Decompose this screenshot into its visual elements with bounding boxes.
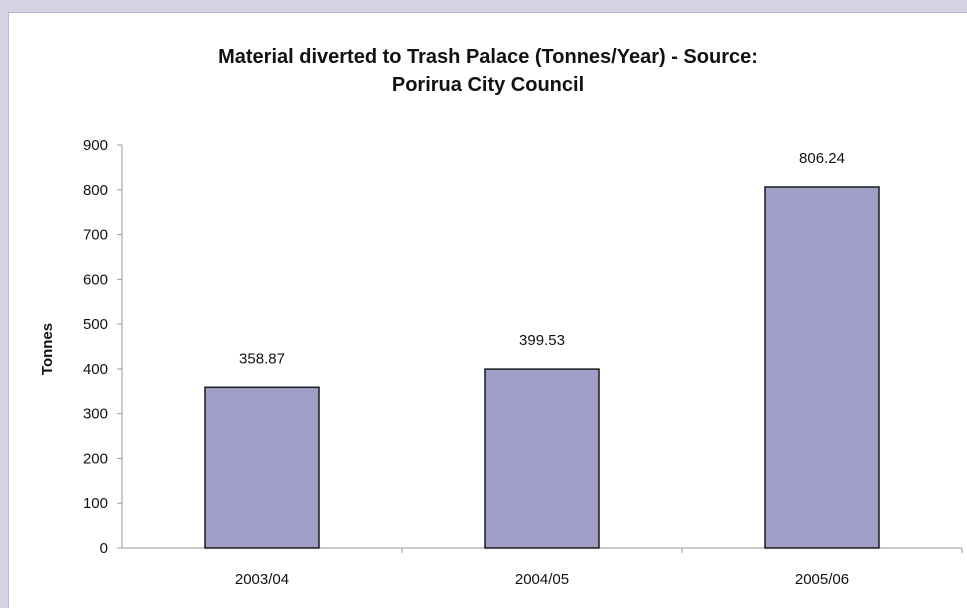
y-tick-label: 100 [83, 495, 108, 512]
x-tick-label: 2004/05 [515, 571, 569, 588]
chart-title-line1: Material diverted to Trash Palace (Tonne… [218, 46, 758, 68]
bar [484, 368, 600, 549]
y-axis-label: Tonnes [39, 323, 56, 375]
y-tick-label: 200 [83, 450, 108, 467]
bar [764, 186, 880, 549]
data-label: 358.87 [239, 350, 285, 367]
y-tick-label: 600 [83, 271, 108, 288]
bar [204, 386, 320, 549]
chart-title-line2: Porirua City Council [391, 74, 585, 96]
y-tick-label: 300 [83, 406, 108, 423]
y-tick-label: 700 [83, 227, 108, 244]
y-tick-label: 500 [83, 316, 108, 333]
x-tick-label: 2003/04 [235, 571, 289, 588]
y-tick-label: 900 [83, 137, 108, 154]
y-tick-label: 800 [83, 182, 108, 199]
chart-title: Material diverted to Trash Palace (Tonne… [9, 43, 967, 99]
x-tick-label: 2005/06 [795, 571, 849, 588]
data-label: 806.24 [799, 150, 845, 167]
y-tick-label: 400 [83, 361, 108, 378]
data-label: 399.53 [519, 332, 565, 349]
y-tick-label: 0 [100, 540, 108, 557]
